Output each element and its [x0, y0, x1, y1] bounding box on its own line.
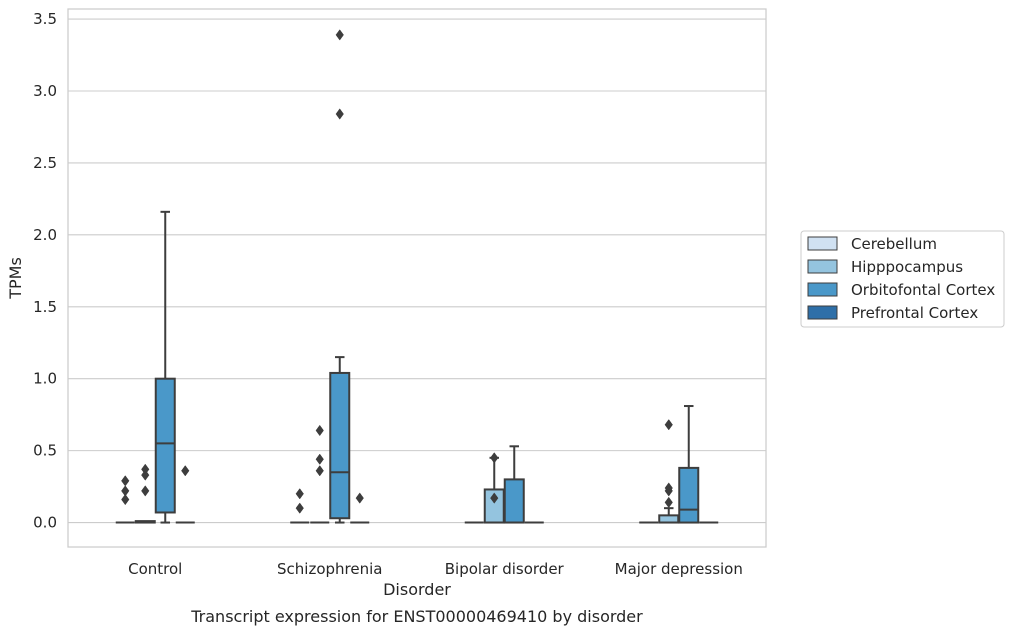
y-tick-label: 1.5	[33, 298, 57, 316]
outlier-point	[141, 469, 150, 481]
box	[115, 475, 135, 524]
plot-frame	[67, 8, 767, 548]
series-cerebellum	[115, 475, 659, 524]
outlier-point	[141, 463, 150, 475]
y-tick-label: 0.5	[33, 442, 57, 460]
y-axis-ticks: 0.0 0.5 1.0 1.5 2.0 2.5 3.0 3.5	[33, 10, 57, 531]
series-orbitofontal-cortex	[154, 29, 700, 524]
box	[678, 405, 700, 524]
box-body	[154, 377, 176, 514]
y-axis-label: TPMs	[6, 257, 25, 300]
outlier-point	[315, 465, 324, 477]
box-body	[678, 466, 700, 524]
outlier-point	[121, 485, 130, 497]
box-body	[658, 514, 680, 524]
outlier-point	[141, 485, 150, 497]
outlier-point	[295, 502, 304, 514]
x-tick-label: Schizophrenia	[277, 560, 382, 578]
legend-swatch	[807, 305, 838, 320]
outlier-point	[490, 452, 499, 464]
series-prefrontal-cortex	[175, 465, 719, 524]
legend: Cerebellum Hipppocampus Orbitofontal Corte…	[800, 230, 1005, 328]
x-axis-label: Disorder	[383, 580, 451, 599]
box	[503, 445, 525, 524]
box	[310, 424, 330, 524]
legend-swatch	[807, 282, 838, 297]
outlier-point	[490, 492, 499, 504]
box	[290, 488, 310, 524]
y-tick-label: 3.0	[33, 82, 57, 100]
legend-label: Orbitofontal Cortex	[851, 281, 995, 299]
box	[175, 465, 195, 524]
box-series	[115, 29, 719, 524]
outlier-point	[121, 493, 130, 506]
legend-label: Hipppocampus	[851, 258, 963, 276]
legend-label: Cerebellum	[851, 235, 937, 253]
y-tick-label: 2.5	[33, 154, 57, 172]
x-tick-label: Bipolar disorder	[445, 560, 565, 578]
box	[658, 419, 680, 524]
y-tick-label: 2.0	[33, 226, 57, 244]
box	[350, 492, 370, 524]
outlier-point	[664, 496, 673, 509]
outlier-point	[121, 475, 130, 487]
outlier-point	[664, 482, 673, 494]
outlier-point	[355, 492, 364, 504]
y-tick-label: 1.0	[33, 370, 57, 388]
outlier-point	[315, 453, 324, 465]
box	[483, 452, 505, 524]
gridlines	[68, 18, 766, 524]
x-tick-label: Control	[128, 560, 182, 578]
x-axis-ticks: Control Schizophrenia Bipolar disorder Majo…	[128, 560, 743, 578]
legend-frame	[800, 230, 1005, 328]
box	[154, 210, 176, 524]
outlier-point	[181, 465, 190, 477]
box	[134, 463, 156, 524]
outlier-point	[315, 424, 324, 437]
box	[329, 29, 351, 524]
outlier-point	[664, 419, 673, 431]
outlier-point	[335, 29, 344, 41]
outlier-point	[335, 108, 344, 120]
y-tick-label: 0.0	[33, 514, 57, 532]
x-tick-label: Major depression	[615, 560, 743, 578]
chart-caption: Transcript expression for ENST0000046941…	[190, 607, 643, 626]
y-tick-label: 3.5	[33, 10, 57, 28]
legend-swatch	[807, 259, 838, 274]
box-body	[503, 478, 525, 524]
outlier-point	[295, 488, 304, 500]
series-hipppocampus	[134, 419, 680, 524]
legend-label: Prefrontal Cortex	[851, 304, 978, 322]
legend-swatch	[807, 236, 838, 251]
box-body	[329, 371, 351, 520]
